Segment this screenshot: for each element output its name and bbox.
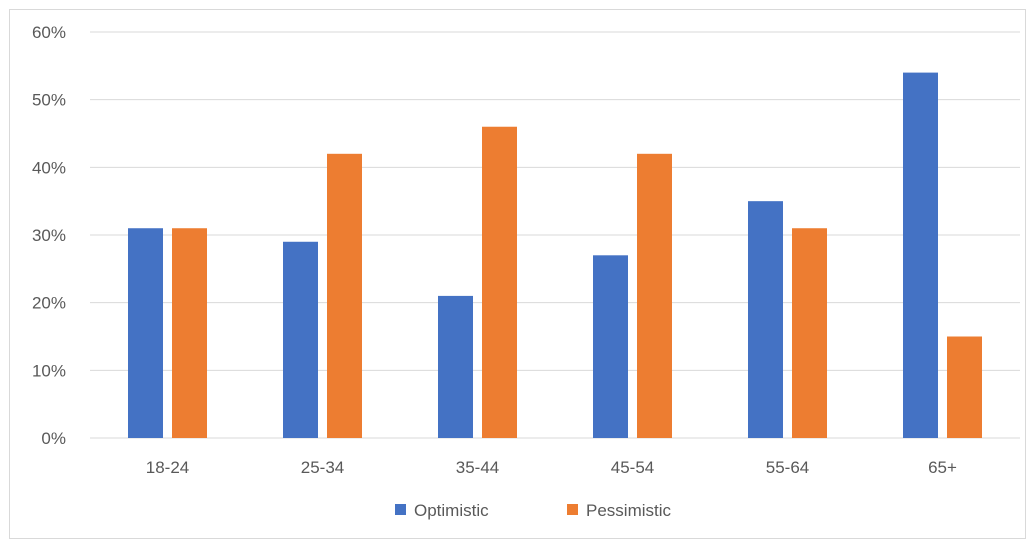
legend-label-pessimistic: Pessimistic xyxy=(586,501,672,520)
bar-pessimistic-65+ xyxy=(947,336,982,438)
bar-optimistic-55-64 xyxy=(748,201,783,438)
bar-pessimistic-55-64 xyxy=(792,228,827,438)
y-tick-label: 10% xyxy=(32,361,66,380)
legend: Optimistic Pessimistic xyxy=(395,501,672,520)
bar-optimistic-65+ xyxy=(903,72,938,438)
y-tick-label: 50% xyxy=(32,91,66,110)
x-tick-label: 55-64 xyxy=(766,458,809,477)
bar-optimistic-25-34 xyxy=(283,241,318,438)
x-tick-label: 25-34 xyxy=(301,458,344,477)
bar-optimistic-35-44 xyxy=(438,295,473,438)
bar-pessimistic-45-54 xyxy=(637,153,672,439)
x-tick-label: 45-54 xyxy=(611,458,654,477)
y-tick-label: 20% xyxy=(32,294,66,313)
bar-pessimistic-35-44 xyxy=(482,126,517,438)
x-tick-label: 35-44 xyxy=(456,458,499,477)
y-tick-label: 60% xyxy=(32,23,66,42)
legend-swatch-pessimistic xyxy=(567,504,578,515)
y-tick-label: 0% xyxy=(41,429,66,448)
bar-optimistic-18-24 xyxy=(128,228,163,438)
bar-optimistic-45-54 xyxy=(593,255,628,438)
y-tick-label: 40% xyxy=(32,158,66,177)
y-axis-tick-labels: 0% 10% 20% 30% 40% 50% 60% xyxy=(32,23,66,448)
y-tick-label: 30% xyxy=(32,226,66,245)
legend-label-optimistic: Optimistic xyxy=(414,501,489,520)
legend-swatch-optimistic xyxy=(395,504,406,515)
bars xyxy=(128,72,982,439)
gridlines xyxy=(90,31,1020,439)
bar-pessimistic-18-24 xyxy=(172,228,207,438)
bar-pessimistic-25-34 xyxy=(327,153,362,439)
x-tick-label: 18-24 xyxy=(146,458,189,477)
x-tick-label: 65+ xyxy=(928,458,957,477)
x-axis-tick-labels: 18-24 25-34 35-44 45-54 55-64 65+ xyxy=(146,458,957,477)
